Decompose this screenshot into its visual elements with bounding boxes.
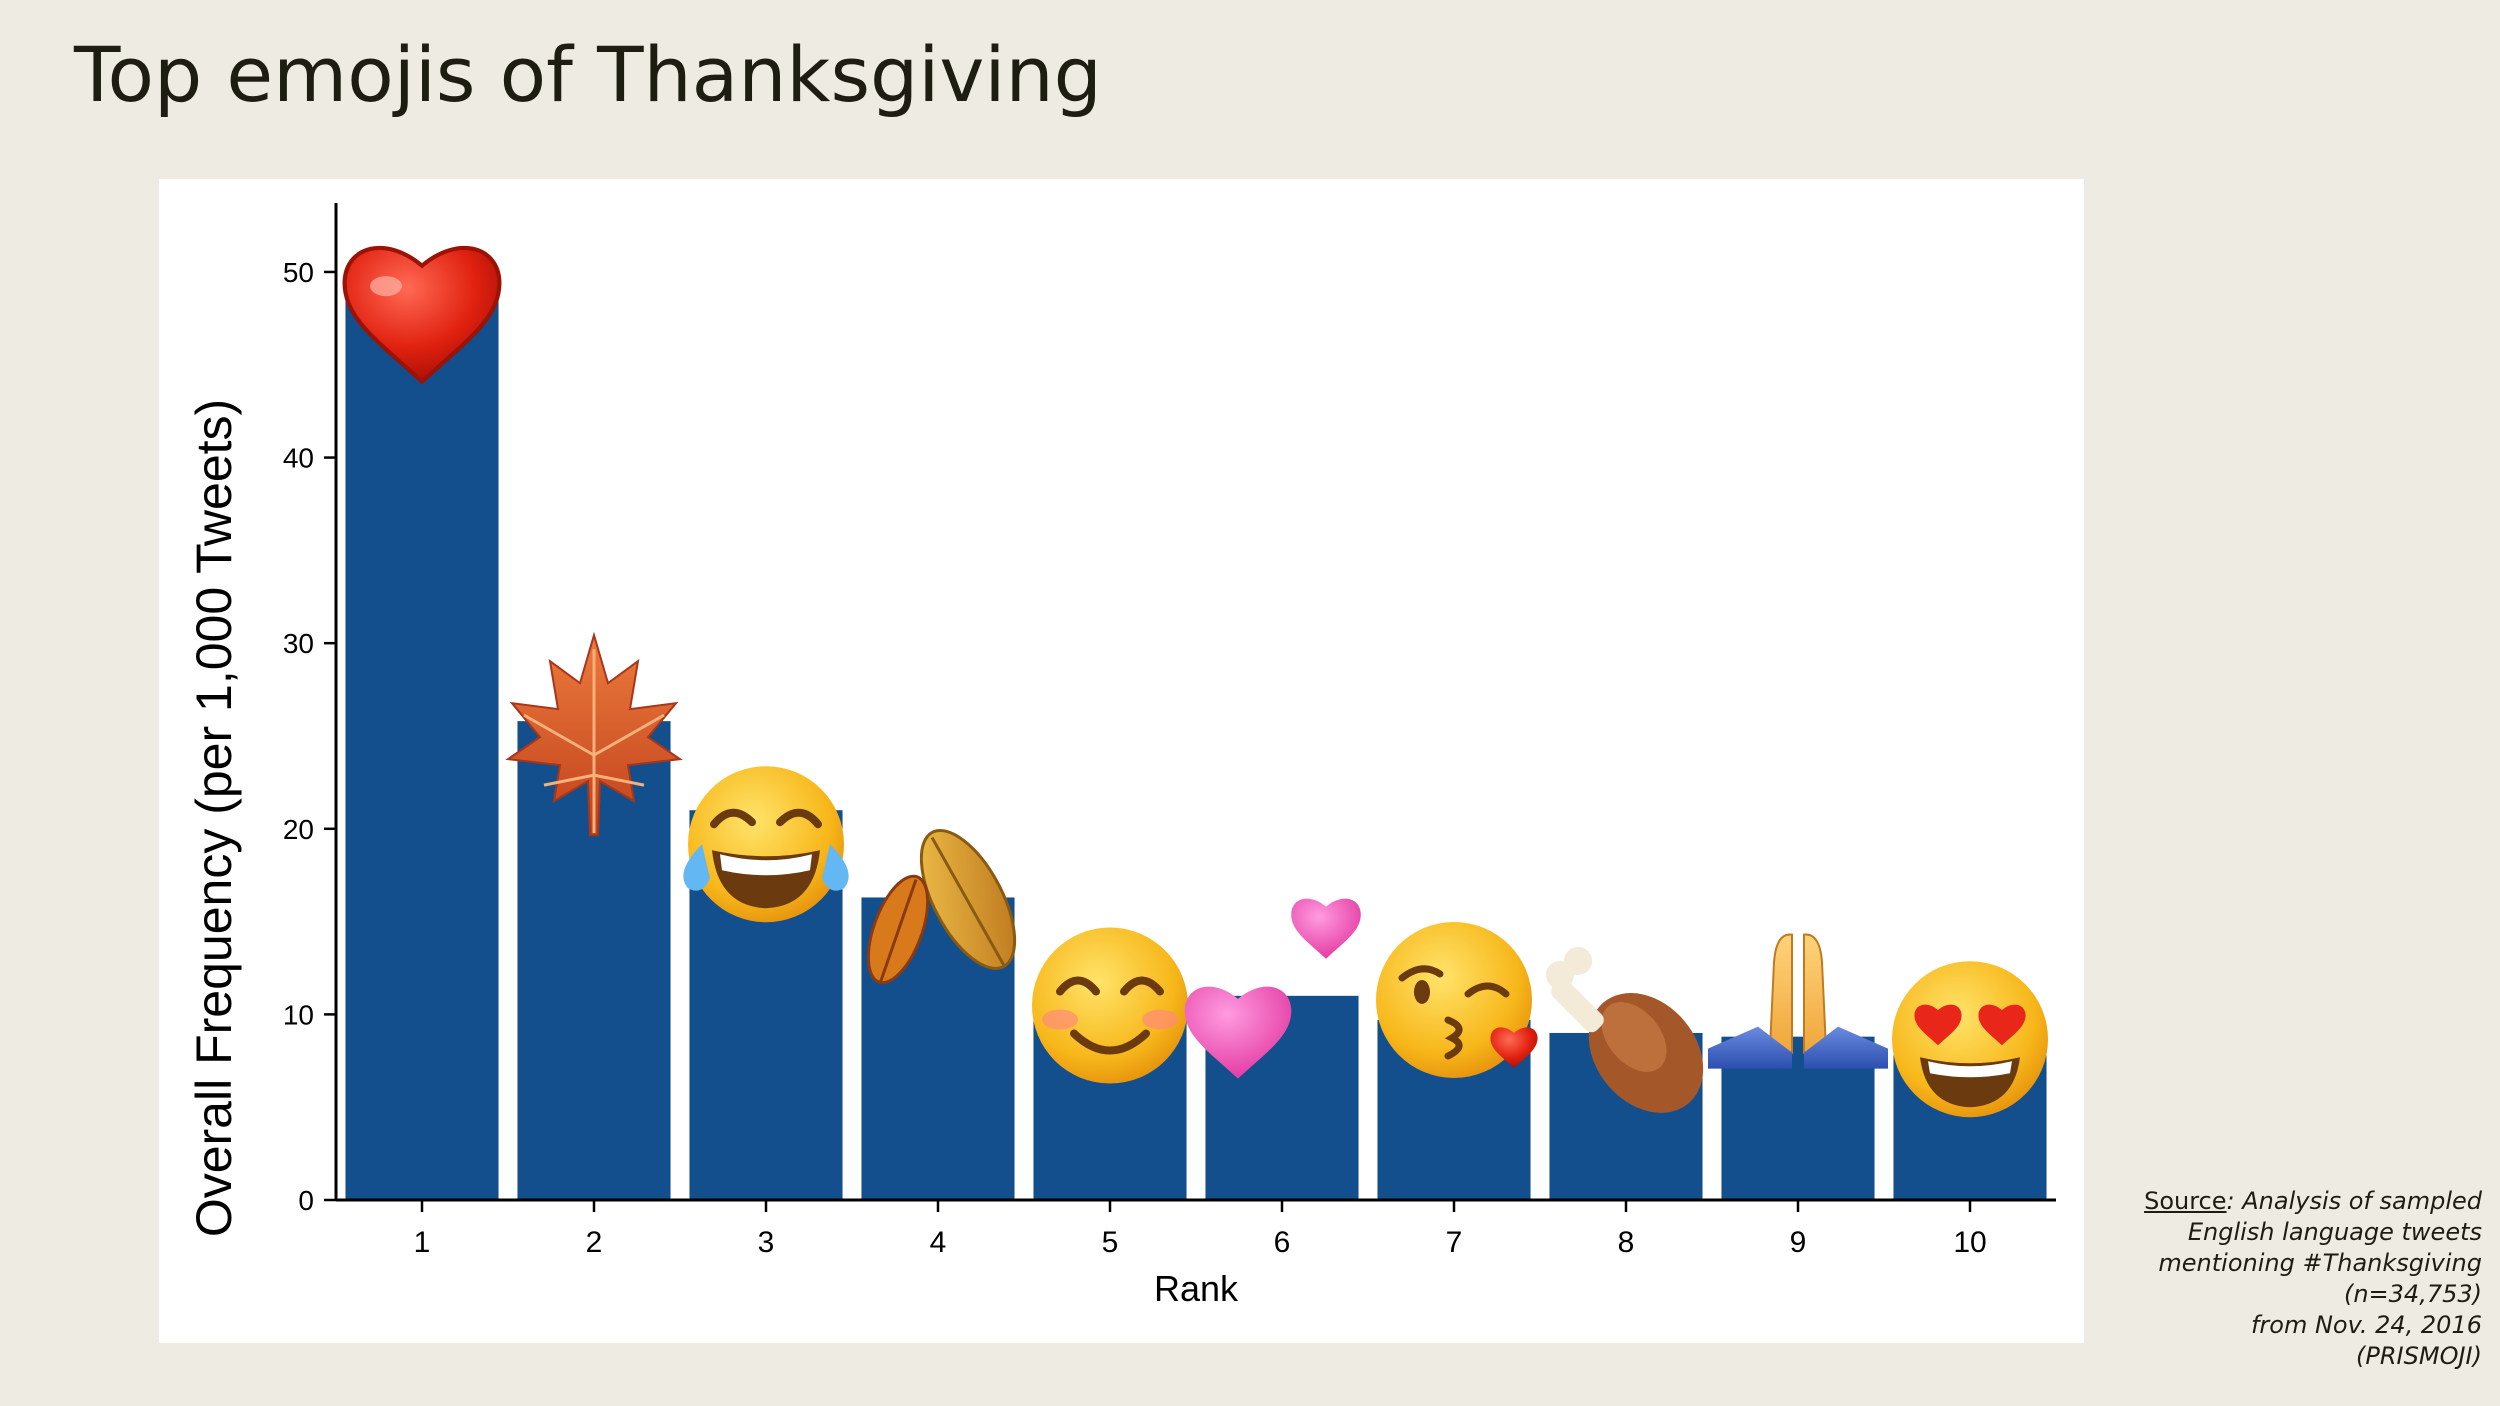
x-tick-label: 1 (414, 1226, 431, 1259)
source-line: : Analysis of sampled (2226, 1187, 2482, 1215)
x-axis-label: Rank (1154, 1268, 1239, 1309)
bar-chart: 0 10 20 30 40 50 1 2 3 4 5 6 7 8 9 10 Overall Frequency… (186, 203, 2056, 1309)
x-tick-label: 2 (586, 1226, 603, 1259)
page-title: Top emojis of Thanksgiving (74, 30, 1102, 119)
source-label: Source (2144, 1187, 2227, 1215)
bar-rank-1 (345, 296, 499, 1201)
x-tick-label: 3 (758, 1226, 775, 1259)
y-axis-label: Overall Frequency (per 1,000 Tweets) (186, 399, 242, 1237)
heart-eyes-face-icon (1892, 961, 2048, 1118)
x-tick-label: 5 (1102, 1226, 1119, 1259)
red-heart-icon (342, 246, 502, 385)
y-tick-label: 0 (298, 1185, 314, 1216)
fallen-leaves-icon (866, 828, 1017, 985)
source-line: (PRISMOJI) (2356, 1342, 2482, 1370)
y-tick-label: 30 (283, 628, 314, 659)
source-line: English language tweets (2187, 1218, 2482, 1246)
source-line: (n=34,753) (2343, 1280, 2482, 1308)
x-tick-label: 9 (1790, 1226, 1807, 1259)
face-blowing-a-kiss-icon (1376, 921, 1538, 1078)
tears-of-joy-face-icon (683, 766, 849, 923)
x-tick-label: 7 (1446, 1226, 1463, 1259)
x-tick-label: 10 (1953, 1226, 1986, 1259)
smiling-face-with-smiling-eyes-icon (1032, 927, 1188, 1084)
folded-hands-icon (1708, 933, 1888, 1069)
x-tick-label: 6 (1274, 1226, 1291, 1259)
source-line: mentioning #Thanksgiving (2158, 1249, 2482, 1277)
two-hearts-icon (1184, 898, 1361, 1079)
y-tick-label: 40 (283, 443, 314, 474)
y-tick-label: 10 (283, 999, 314, 1030)
chart-panel: 0 10 20 30 40 50 1 2 3 4 5 6 7 8 9 10 Overall Frequency… (159, 179, 2084, 1343)
x-tick-label: 8 (1618, 1226, 1635, 1259)
maple-leaf-icon (505, 631, 683, 837)
source-line: from Nov. 24, 2016 (2250, 1311, 2482, 1339)
y-tick-label: 20 (283, 814, 314, 845)
x-tick-label: 4 (930, 1226, 947, 1259)
y-tick-label: 50 (283, 257, 314, 288)
source-note: Source: Analysis of sampled English lang… (2062, 1186, 2482, 1372)
poultry-leg-icon (1546, 946, 1704, 1113)
